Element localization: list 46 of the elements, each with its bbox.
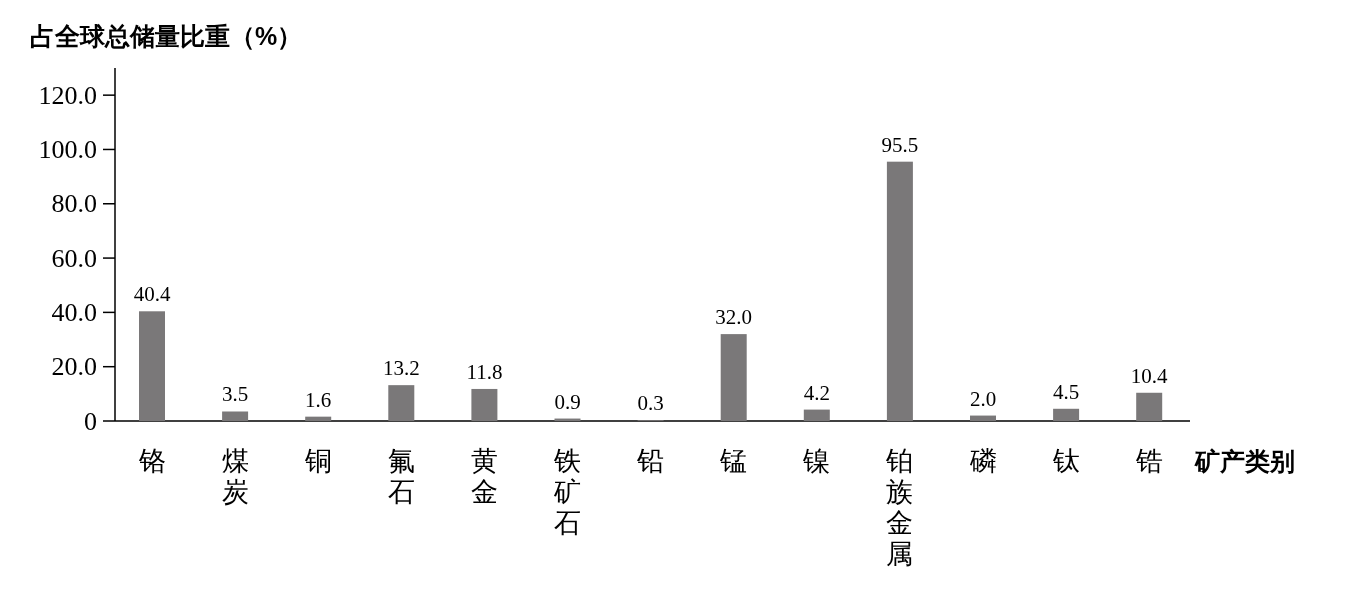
bar bbox=[970, 415, 996, 421]
x-tick-label: 铬 bbox=[137, 446, 166, 476]
bar bbox=[803, 409, 830, 421]
y-tick-label: 40.0 bbox=[51, 297, 97, 327]
x-tick-label: 铜 bbox=[303, 446, 332, 476]
y-tick-label: 20.0 bbox=[51, 352, 97, 382]
data-label: 0.3 bbox=[637, 391, 664, 416]
bar bbox=[222, 411, 249, 421]
bar bbox=[1136, 392, 1163, 421]
x-tick-label: 钛 bbox=[1051, 446, 1080, 476]
x-tick-label: 氟石 bbox=[387, 446, 415, 507]
bar bbox=[139, 311, 165, 421]
x-tick-label: 铂族金属 bbox=[885, 446, 914, 569]
data-label: 32.0 bbox=[715, 305, 753, 330]
bar bbox=[886, 161, 913, 421]
x-tick-label: 磷 bbox=[968, 446, 997, 476]
data-label: 3.5 bbox=[221, 382, 249, 407]
x-axis-title: 矿产类别 bbox=[1194, 447, 1295, 475]
bar bbox=[471, 388, 498, 421]
y-axis-title: 占全球总储量比重（%） bbox=[30, 22, 303, 50]
data-label: 95.5 bbox=[881, 132, 919, 157]
bar bbox=[720, 334, 747, 421]
data-label: 40.4 bbox=[133, 282, 171, 307]
y-tick-label: 120.0 bbox=[38, 80, 97, 110]
x-tick-label: 锆 bbox=[1134, 446, 1163, 476]
x-tick-label: 镍 bbox=[802, 446, 831, 476]
x-tick-label: 煤炭 bbox=[221, 446, 249, 507]
data-label: 4.2 bbox=[803, 380, 830, 405]
y-tick-label: 60.0 bbox=[51, 243, 97, 273]
x-tick-label: 铅 bbox=[636, 446, 665, 476]
y-tick-label: 80.0 bbox=[51, 189, 97, 219]
data-label: 0.9 bbox=[554, 389, 581, 414]
data-label: 13.2 bbox=[382, 356, 420, 381]
data-label: 11.8 bbox=[466, 359, 503, 384]
bar bbox=[388, 385, 415, 421]
data-label: 4.5 bbox=[1052, 379, 1080, 404]
x-tick-label: 铁矿石 bbox=[553, 446, 581, 538]
data-label: 10.4 bbox=[1130, 363, 1169, 388]
y-tick-label: 100.0 bbox=[38, 134, 97, 164]
x-tick-label: 锰 bbox=[719, 446, 748, 476]
y-tick-label: 0 bbox=[84, 406, 97, 436]
x-tick-label: 黄金 bbox=[470, 446, 498, 507]
bar bbox=[305, 416, 332, 421]
bar bbox=[1053, 408, 1080, 421]
data-label: 1.6 bbox=[305, 387, 332, 412]
data-label: 2.0 bbox=[969, 386, 997, 411]
